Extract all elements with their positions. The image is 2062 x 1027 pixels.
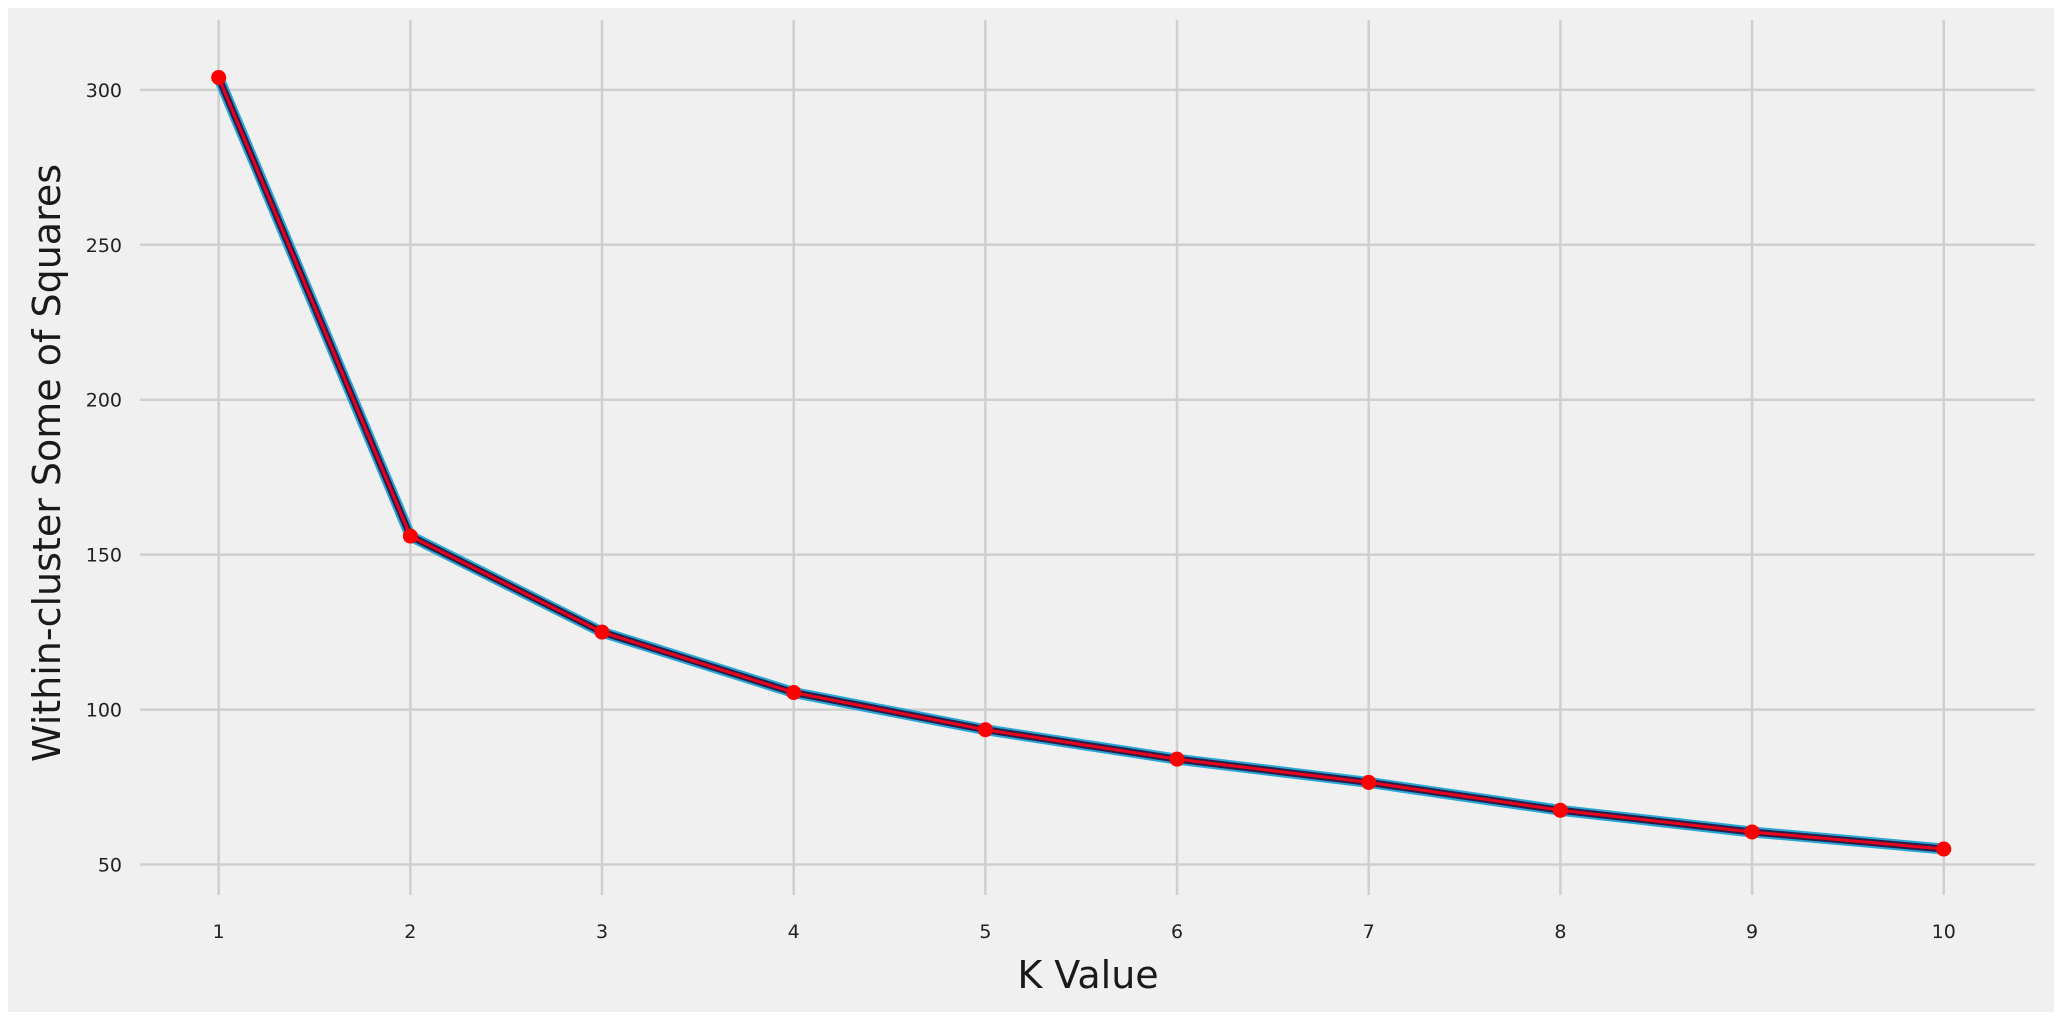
x-tick-label: 3 [596, 921, 608, 943]
data-point-marker [1744, 824, 1760, 840]
x-tick-label: 6 [1171, 921, 1183, 943]
series-markers [211, 69, 1952, 857]
x-tick-labels: 1 2 3 4 5 6 7 8 9 10 [213, 921, 1956, 943]
data-point-marker [786, 685, 802, 701]
x-tick-label: 4 [788, 921, 800, 943]
data-point-marker [1169, 751, 1185, 767]
data-point-marker [211, 69, 227, 85]
y-tick-label: 200 [86, 390, 122, 412]
gridlines [140, 20, 2035, 895]
x-tick-label: 8 [1554, 921, 1566, 943]
data-point-marker [1361, 774, 1377, 790]
y-tick-label: 300 [86, 80, 122, 102]
y-tick-labels: 50 100 150 200 250 300 [86, 80, 122, 877]
series-line-core [217, 75, 1946, 851]
data-point-marker [402, 528, 418, 544]
x-tick-label: 2 [404, 921, 416, 943]
plot-area [8, 8, 2054, 1012]
x-axis-title: K Value [1017, 953, 1158, 997]
y-tick-label: 100 [86, 700, 122, 722]
x-tick-label: 1 [213, 921, 225, 943]
data-point-marker [1552, 802, 1568, 818]
x-tick-label: 10 [1932, 921, 1956, 943]
y-tick-label: 150 [86, 545, 122, 567]
data-point-marker [594, 624, 610, 640]
data-point-marker [977, 722, 993, 738]
x-tick-label: 5 [979, 921, 991, 943]
y-tick-label: 50 [98, 855, 122, 877]
x-tick-label: 7 [1363, 921, 1375, 943]
data-point-marker [1936, 841, 1952, 857]
y-axis-title: Within-cluster Some of Squares [25, 164, 69, 762]
series-line [213, 71, 1950, 855]
x-tick-label: 9 [1746, 921, 1758, 943]
y-tick-label: 250 [86, 235, 122, 257]
